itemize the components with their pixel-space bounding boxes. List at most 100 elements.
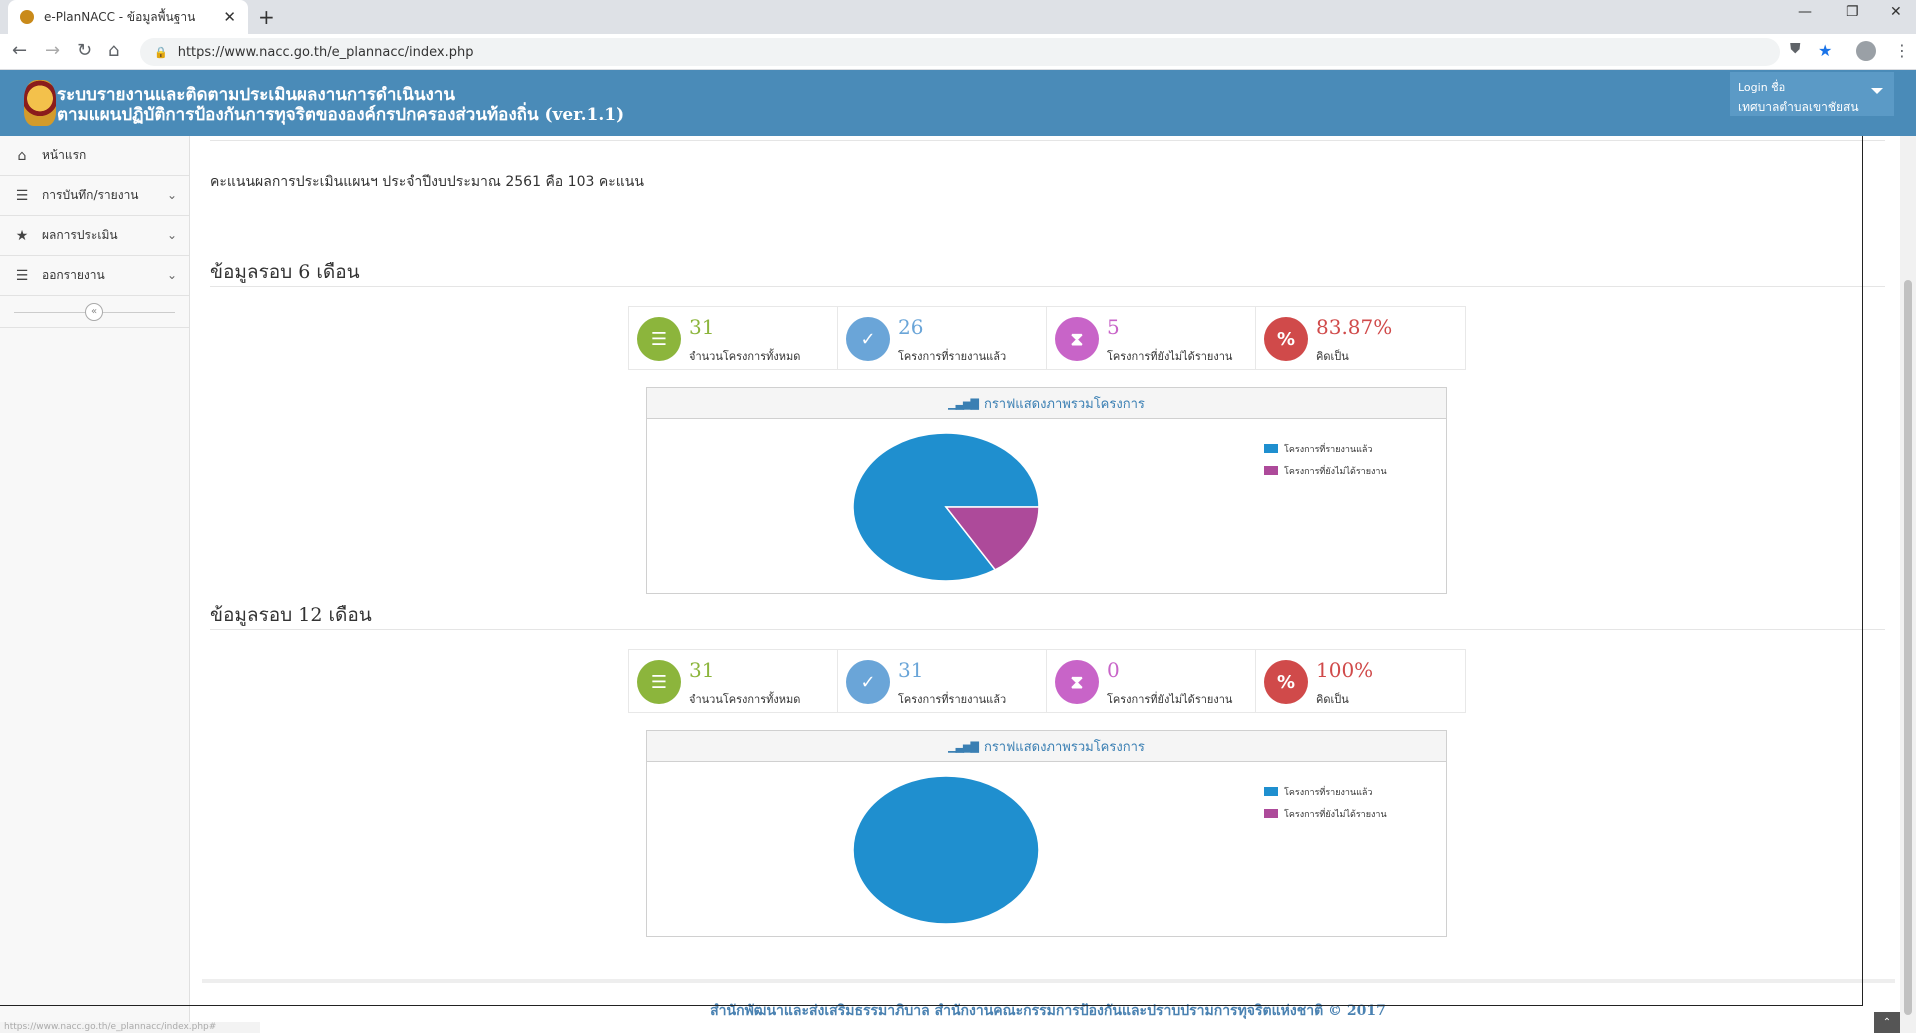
caret-down-icon[interactable]	[1871, 88, 1883, 94]
stat-percent: % 100% คิดเป็น	[1256, 650, 1465, 712]
stat-value: 31	[898, 658, 924, 682]
chart-title: กราฟแสดงภาพรวมโครงการ	[983, 396, 1145, 412]
section-title-12-months: ข้อมูลรอบ 12 เดือน	[210, 604, 372, 626]
divider	[210, 140, 1885, 141]
check-icon: ✓	[846, 317, 890, 361]
close-tab-icon[interactable]: ✕	[223, 8, 236, 26]
reload-icon[interactable]: ↻	[77, 40, 93, 61]
address-bar[interactable]: 🔒 https://www.nacc.go.th/e_plannacc/inde…	[140, 38, 1780, 66]
legend-label: โครงการที่ยังไม่ได้รายงาน	[1284, 464, 1387, 477]
sidebar-item-record-report[interactable]: ☰ การบันทึก/รายงาน ⌄	[0, 176, 189, 216]
footer-text: สำนักพัฒนาและส่งเสริมธรรมาภิบาล สำนักงาน…	[710, 1003, 1386, 1019]
minimize-icon[interactable]: —	[1798, 4, 1812, 20]
chevron-down-icon: ⌄	[166, 188, 177, 202]
restore-icon[interactable]: ❐	[1846, 4, 1859, 20]
stat-reported-projects: ✓ 26 โครงการที่รายงานแล้ว	[838, 307, 1047, 369]
sidebar-item-export-report[interactable]: ☰ ออกรายงาน ⌄	[0, 256, 189, 296]
legend-swatch	[1264, 787, 1278, 796]
close-window-icon[interactable]: ✕	[1890, 4, 1902, 20]
stat-reported-projects: ✓ 31 โครงการที่รายงานแล้ว	[838, 650, 1047, 712]
percent-icon: %	[1264, 317, 1308, 361]
pie-slice-0	[852, 775, 1040, 925]
browser-toolbar: ← → ↻ ⌂ 🔒 https://www.nacc.go.th/e_plann…	[0, 34, 1916, 70]
chevron-down-icon: ⌄	[166, 268, 177, 282]
bar-chart-icon: ▁▃▅▇	[948, 396, 979, 410]
stat-value: 100%	[1316, 658, 1374, 682]
stat-total-projects: ☰ 31 จำนวนโครงการทั้งหมด	[629, 307, 838, 369]
legend-label: โครงการที่ยังไม่ได้รายงาน	[1284, 807, 1387, 820]
stat-total-projects: ☰ 31 จำนวนโครงการทั้งหมด	[629, 650, 838, 712]
pie-chart-12-months: โครงการที่รายงานแล้วโครงการที่ยังไม่ได้ร…	[852, 775, 1387, 925]
url-text: https://www.nacc.go.th/e_plannacc/index.…	[177, 44, 474, 60]
frame-border	[0, 1005, 1863, 1006]
database-icon: ☰	[637, 660, 681, 704]
bar-chart-icon: ▁▃▅▇	[948, 739, 979, 753]
stat-value: 31	[689, 658, 715, 682]
legend-label: โครงการที่รายงานแล้ว	[1284, 442, 1372, 455]
database-icon: ☰	[637, 317, 681, 361]
lock-icon: 🔒	[154, 45, 168, 59]
legend-swatch	[1264, 809, 1278, 818]
stats-row-6-months: ☰ 31 จำนวนโครงการทั้งหมด ✓ 26 โครงการที่…	[628, 306, 1466, 370]
chevron-down-icon: ⌄	[166, 228, 177, 242]
stat-label: คิดเป็น	[1316, 350, 1349, 363]
new-tab-icon[interactable]: +	[258, 5, 275, 29]
login-dropdown[interactable]: Login ชื่อ เทศบาลตำบลเขาชัยสน	[1730, 72, 1894, 116]
stat-value: 5	[1107, 315, 1120, 339]
divider	[210, 629, 1885, 630]
status-bar-url: https://www.nacc.go.th/e_plannacc/index.…	[0, 1022, 260, 1033]
legend-swatch	[1264, 466, 1278, 475]
sidebar-item-home[interactable]: ⌂ หน้าแรก	[0, 136, 189, 176]
sidebar-item-evaluation[interactable]: ★ ผลการประเมิน ⌄	[0, 216, 189, 256]
frame-border	[1862, 136, 1863, 1006]
list-icon: ☰	[15, 267, 29, 284]
sidebar-item-label: ผลการประเมิน	[42, 228, 118, 242]
star-icon: ★	[15, 227, 29, 244]
stat-label: โครงการที่รายงานแล้ว	[898, 350, 1007, 363]
back-to-top-icon[interactable]: ⌃	[1874, 1012, 1900, 1033]
app-title-line1: ระบบรายงานและติดตามประเมินผลงานการดำเนิน…	[57, 85, 455, 105]
pie-slice-1	[944, 506, 1040, 571]
stat-label: โครงการที่รายงานแล้ว	[898, 693, 1007, 706]
menu-kebab-icon[interactable]: ⋮	[1894, 41, 1910, 60]
browser-tab[interactable]: e-PlanNACC - ข้อมูลพื้นฐาน ✕	[8, 0, 248, 34]
chart-panel-12-months: ▁▃▅▇ กราฟแสดงภาพรวมโครงการ โครงการที่ราย…	[646, 730, 1447, 937]
stat-label: คิดเป็น	[1316, 693, 1349, 706]
browser-tabstrip: e-PlanNACC - ข้อมูลพื้นฐาน ✕ + — ❐ ✕	[0, 0, 1916, 34]
back-icon[interactable]: ←	[12, 40, 28, 61]
check-icon: ✓	[846, 660, 890, 704]
stat-value: 0	[1107, 658, 1120, 682]
stat-label: จำนวนโครงการทั้งหมด	[689, 350, 801, 363]
percent-icon: %	[1264, 660, 1308, 704]
footer-divider	[202, 979, 1895, 983]
stat-value: 83.87%	[1316, 315, 1393, 339]
stat-label: โครงการที่ยังไม่ได้รายงาน	[1107, 693, 1233, 706]
stat-unreported-projects: ⧗ 5 โครงการที่ยังไม่ได้รายงาน	[1047, 307, 1256, 369]
score-text: คะแนนผลการประเมินแผนฯ ประจำปีงบประมาณ 25…	[210, 174, 644, 190]
legend-swatch	[1264, 444, 1278, 453]
section-title-6-months: ข้อมูลรอบ 6 เดือน	[210, 261, 360, 283]
sidebar-item-label: การบันทึก/รายงาน	[42, 188, 139, 202]
legend-label: โครงการที่รายงานแล้ว	[1284, 785, 1372, 798]
sidebar-item-label: ออกรายงาน	[42, 268, 105, 282]
chart-title: กราฟแสดงภาพรวมโครงการ	[983, 739, 1145, 755]
sidebar-item-label: หน้าแรก	[42, 148, 87, 162]
forward-icon[interactable]: →	[45, 40, 61, 61]
home-browser-icon[interactable]: ⌂	[108, 40, 120, 61]
home-icon: ⌂	[17, 147, 27, 164]
nacc-logo	[24, 80, 56, 126]
stat-unreported-projects: ⧗ 0 โครงการที่ยังไม่ได้รายงาน	[1047, 650, 1256, 712]
scrollbar-thumb[interactable]	[1904, 280, 1912, 1015]
login-user-name: เทศบาลตำบลเขาชัยสน	[1738, 100, 1859, 114]
stat-value: 31	[689, 315, 715, 339]
stat-label: จำนวนโครงการทั้งหมด	[689, 693, 801, 706]
stats-row-12-months: ☰ 31 จำนวนโครงการทั้งหมด ✓ 31 โครงการที่…	[628, 649, 1466, 713]
collapse-sidebar-icon[interactable]: «	[85, 303, 103, 321]
stat-value: 26	[898, 315, 924, 339]
shield-icon[interactable]: ⛊	[1790, 41, 1801, 57]
chart-header: ▁▃▅▇ กราฟแสดงภาพรวมโครงการ	[647, 731, 1446, 762]
site-favicon-icon	[20, 10, 34, 24]
bookmark-star-icon[interactable]: ★	[1818, 41, 1833, 60]
login-label: Login ชื่อ	[1738, 81, 1786, 94]
profile-avatar[interactable]	[1856, 41, 1876, 61]
